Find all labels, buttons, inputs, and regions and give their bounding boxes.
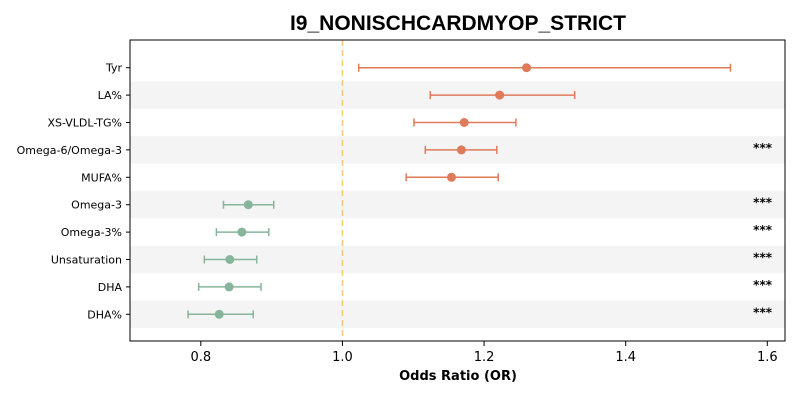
x-tick-label: 1.6 — [757, 350, 778, 365]
data-points — [214, 63, 532, 319]
point-estimate — [459, 118, 469, 127]
x-axis-ticks: 0.8 1.0 1.2 1.4 1.6 — [190, 341, 778, 365]
plot-frame — [129, 39, 786, 342]
x-tick-label: 1.0 — [332, 350, 353, 365]
significance-label: *** — [753, 196, 773, 210]
chart-title: I9_NONISCHCARDMYOP_STRICT — [290, 12, 626, 35]
y-tick-label: Tyr — [105, 62, 123, 75]
significance-label: *** — [753, 305, 773, 319]
point-estimate — [522, 63, 532, 73]
significance-label: *** — [753, 251, 773, 265]
y-axis-ticks: Tyr LA% XS-VLDL-TG% Omega-6/Omega-3 MUFA% Ome… — [17, 62, 130, 321]
y-tick-label: MUFA% — [81, 171, 122, 184]
point-estimate — [446, 172, 456, 182]
point-estimate — [243, 200, 253, 210]
y-tick-label: Omega-3 — [71, 199, 122, 212]
significance-label: *** — [753, 278, 773, 292]
significance-labels: *** *** *** *** *** *** — [753, 141, 773, 319]
y-tick-label: Omega-6/Omega-3 — [17, 144, 122, 157]
y-tick-label: XS-VLDL-TG% — [47, 117, 122, 130]
point-estimate — [237, 227, 247, 237]
x-tick-label: 0.8 — [190, 350, 211, 365]
y-tick-label: Omega-3% — [61, 226, 122, 239]
point-estimate — [495, 90, 505, 100]
significance-label: *** — [753, 141, 773, 155]
x-axis-label: Odds Ratio (OR) — [399, 369, 517, 384]
point-estimate — [214, 309, 224, 319]
significance-label: *** — [753, 223, 773, 237]
y-tick-label: DHA — [98, 281, 123, 294]
point-estimate — [225, 255, 235, 264]
y-tick-label: Unsaturation — [51, 254, 122, 267]
error-bars — [187, 63, 732, 319]
point-estimate — [456, 145, 466, 155]
x-tick-label: 1.2 — [474, 350, 495, 365]
point-estimate — [224, 282, 234, 292]
x-tick-label: 1.4 — [615, 350, 636, 365]
y-tick-label: DHA% — [87, 308, 122, 321]
y-tick-label: LA% — [98, 89, 122, 102]
